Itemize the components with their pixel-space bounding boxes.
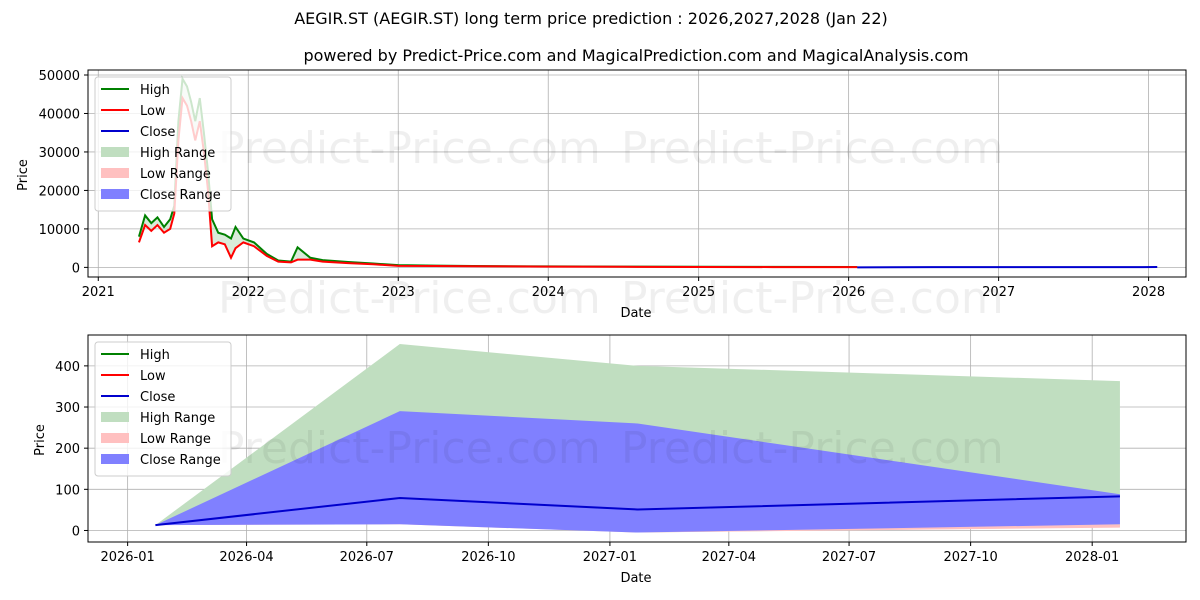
legend-label: Close bbox=[140, 390, 175, 405]
bottom-chart: 2026-01 2026-04 2026-07 2026-10 2027-01 2027-… bbox=[33, 334, 1187, 586]
bottom-watermarks: Predict-Price.com Predict-Price.com bbox=[218, 423, 1004, 474]
y-tick-label: 30000 bbox=[39, 146, 80, 161]
bottom-legend: High Low Close High Range Low Range Close Ran… bbox=[94, 341, 232, 477]
x-tick-label: 2026-01 bbox=[100, 550, 154, 565]
watermark: Predict-Price.com bbox=[218, 423, 601, 474]
y-tick-label: 40000 bbox=[39, 107, 80, 122]
legend-label: Low Range bbox=[140, 167, 211, 182]
x-tick-label: 2023 bbox=[382, 285, 415, 300]
x-tick-label: 2026-04 bbox=[219, 550, 273, 565]
legend-patch-swatch bbox=[101, 454, 129, 464]
x-tick-label: 2021 bbox=[82, 285, 115, 300]
bottom-axes-frame bbox=[87, 334, 1187, 543]
x-tick-label: 2027-01 bbox=[583, 550, 637, 565]
legend-patch-swatch bbox=[101, 412, 129, 422]
chart-subtitle: powered by Predict-Price.com and Magical… bbox=[303, 46, 969, 65]
top-axes-frame bbox=[87, 69, 1187, 278]
x-tick-label: 2025 bbox=[682, 285, 715, 300]
y-tick-label: 10000 bbox=[39, 223, 80, 238]
top-y-axis-label: Price bbox=[16, 159, 31, 191]
bottom-y-axis-label: Price bbox=[33, 424, 48, 456]
x-tick-label: 2028 bbox=[1132, 285, 1165, 300]
legend-patch-swatch bbox=[101, 168, 129, 178]
x-tick-label: 2028-01 bbox=[1065, 550, 1119, 565]
y-tick-label: 0 bbox=[72, 261, 80, 276]
bottom-ticks: 2026-01 2026-04 2026-07 2026-10 2027-01 2027-… bbox=[55, 360, 1119, 565]
y-tick-label: 0 bbox=[72, 524, 80, 539]
close-line bbox=[155, 495, 1120, 527]
watermark: Predict-Price.com bbox=[621, 123, 1004, 174]
y-tick-label: 300 bbox=[55, 401, 80, 416]
legend-label: Close Range bbox=[140, 188, 221, 203]
legend-label: Close bbox=[140, 125, 175, 140]
legend-label: High bbox=[140, 348, 170, 363]
legend-label: High Range bbox=[140, 411, 215, 426]
y-tick-label: 20000 bbox=[39, 184, 80, 199]
x-tick-label: 2024 bbox=[532, 285, 565, 300]
y-tick-label: 50000 bbox=[39, 69, 80, 84]
top-x-axis-label: Date bbox=[620, 306, 651, 321]
legend-label: Low Range bbox=[140, 432, 211, 447]
legend-label: Low bbox=[140, 369, 166, 384]
top-chart: 2021 2022 2023 2024 2025 2026 2027 2028 0 10000 20… bbox=[16, 69, 1187, 324]
watermark: Predict-Price.com bbox=[218, 273, 601, 324]
watermark: Predict-Price.com bbox=[621, 423, 1004, 474]
x-tick-label: 2027-04 bbox=[702, 550, 756, 565]
x-tick-label: 2026-10 bbox=[461, 550, 515, 565]
y-tick-label: 400 bbox=[55, 360, 80, 375]
x-tick-label: 2027-10 bbox=[943, 550, 997, 565]
x-tick-label: 2026-07 bbox=[340, 550, 394, 565]
legend-label: Close Range bbox=[140, 453, 221, 468]
legend-patch-swatch bbox=[101, 433, 129, 443]
watermark: Predict-Price.com bbox=[621, 273, 1004, 324]
x-tick-label: 2026 bbox=[832, 285, 865, 300]
x-tick-label: 2022 bbox=[232, 285, 265, 300]
bottom-series bbox=[155, 344, 1120, 533]
top-watermarks: Predict-Price.com Predict-Price.com Pred… bbox=[218, 123, 1004, 324]
watermark: Predict-Price.com bbox=[218, 123, 601, 174]
x-tick-label: 2027 bbox=[982, 285, 1015, 300]
top-legend: High Low Close High Range Low Range Close Ran… bbox=[94, 76, 232, 212]
legend-label: High bbox=[140, 83, 170, 98]
x-tick-label: 2027-07 bbox=[822, 550, 876, 565]
legend-patch-swatch bbox=[101, 147, 129, 157]
y-tick-label: 200 bbox=[55, 442, 80, 457]
legend-label: High Range bbox=[140, 146, 215, 161]
chart-title: AEGIR.ST (AEGIR.ST) long term price pred… bbox=[294, 9, 888, 28]
legend-label: Low bbox=[140, 104, 166, 119]
top-ticks: 2021 2022 2023 2024 2025 2026 2027 2028 0 10000 20… bbox=[39, 69, 1166, 300]
y-tick-label: 100 bbox=[55, 483, 80, 498]
legend-patch-swatch bbox=[101, 189, 129, 199]
bottom-x-axis-label: Date bbox=[620, 571, 651, 586]
